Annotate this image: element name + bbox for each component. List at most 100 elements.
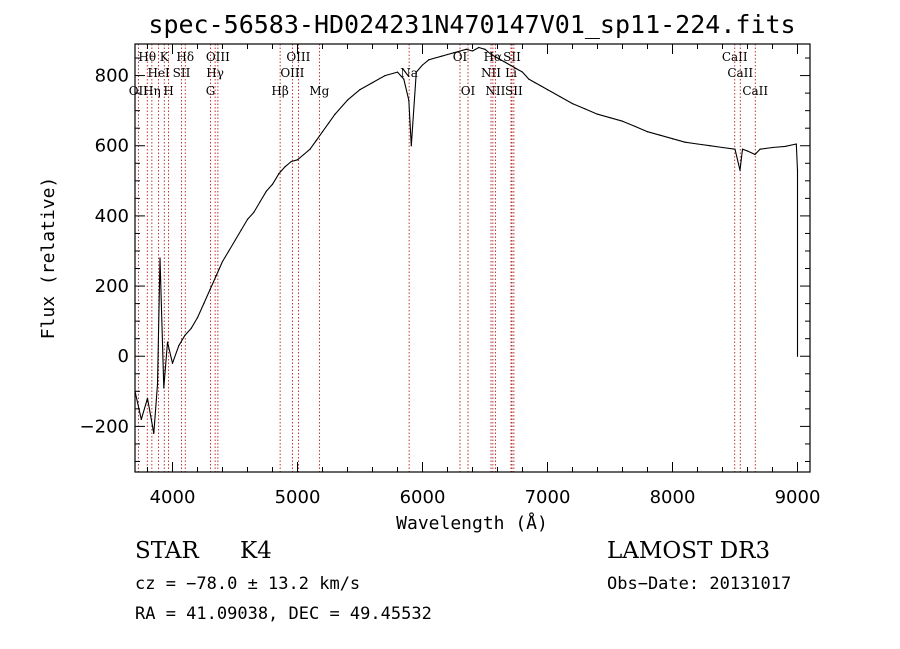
data-point — [759, 148, 761, 150]
line-label-5: H — [163, 84, 173, 98]
data-point — [584, 108, 586, 110]
data-point — [721, 146, 724, 149]
line-label-11: Hβ — [271, 84, 288, 98]
line-label-15: Na — [400, 66, 418, 80]
data-point — [696, 143, 699, 145]
y-tick-label: −200 — [80, 416, 129, 437]
data-point — [265, 190, 267, 192]
survey-name: LAMOST DR3 — [607, 538, 771, 564]
x-tick-label: 8000 — [650, 487, 696, 508]
line-label-6: Hδ — [176, 50, 194, 64]
coordinates-radec: RA = 41.09038, DEC = 49.45532 — [135, 604, 432, 624]
data-point — [410, 145, 412, 147]
line-label-20: NII — [485, 84, 505, 98]
line-label-0: Hθ — [138, 50, 156, 64]
y-axis: −200 0 200 400 600 800 — [80, 57, 810, 462]
line-label-19: Hα — [484, 50, 503, 64]
line-label-9: Hγ — [206, 66, 224, 80]
data-point — [278, 173, 280, 175]
data-point — [240, 229, 242, 231]
data-point — [490, 53, 492, 56]
line-label-16: OI — [453, 50, 468, 64]
data-point — [796, 355, 799, 357]
data-point — [253, 211, 255, 213]
x-tick-label: 9000 — [775, 487, 821, 508]
x-axis: 4000 5000 6000 7000 8000 9000 — [147, 44, 821, 508]
data-point — [521, 71, 524, 73]
line-label-25: CaII — [727, 66, 753, 80]
x-tick-label: 6000 — [400, 487, 446, 508]
data-point — [503, 60, 505, 63]
data-point — [596, 113, 599, 115]
x-axis-label: Wavelength (Å) — [396, 512, 548, 534]
data-point — [496, 57, 499, 59]
data-point — [234, 239, 236, 242]
y-tick-label: 600 — [95, 136, 129, 157]
data-point — [396, 71, 399, 73]
data-point — [709, 145, 711, 147]
data-point — [484, 48, 486, 50]
data-point — [309, 148, 311, 150]
data-point — [741, 148, 744, 150]
data-point — [471, 50, 474, 52]
data-point — [321, 131, 324, 133]
data-point — [646, 131, 649, 133]
data-point — [146, 397, 149, 399]
data-point — [184, 334, 186, 336]
data-point — [140, 418, 142, 420]
data-point — [215, 274, 217, 277]
data-point — [203, 303, 205, 305]
data-point — [571, 103, 574, 105]
x-tick-label: 4000 — [150, 487, 196, 508]
data-point — [303, 153, 305, 156]
data-point — [546, 89, 549, 91]
data-point — [334, 113, 336, 115]
line-label-14: Mg — [309, 84, 329, 98]
data-point — [178, 345, 180, 347]
data-point — [228, 250, 230, 252]
data-point — [440, 55, 442, 57]
data-point — [459, 50, 461, 52]
object-type: STAR — [135, 538, 199, 564]
data-point — [465, 48, 467, 50]
data-point — [259, 201, 261, 203]
data-point — [163, 387, 165, 389]
y-tick-label: 800 — [95, 66, 129, 87]
plot-frame — [134, 43, 811, 473]
data-point — [621, 120, 624, 122]
data-point — [346, 99, 349, 101]
line-label-8: OIII — [206, 50, 230, 64]
data-point — [509, 64, 511, 66]
data-point — [271, 183, 274, 185]
data-point — [190, 327, 192, 329]
data-point — [209, 288, 211, 291]
line-label-7: SII — [173, 66, 191, 80]
data-point — [421, 64, 424, 66]
spectral-subclass: K4 — [240, 538, 272, 564]
data-point — [478, 46, 480, 49]
y-tick-label: 0 — [118, 346, 129, 367]
line-label-10: G — [206, 84, 216, 98]
x-tick-label: 5000 — [275, 487, 321, 508]
line-label-12: OIII — [280, 66, 304, 80]
data-point — [296, 159, 299, 161]
line-label-1: OII — [129, 84, 149, 98]
data-point — [290, 160, 292, 163]
data-point — [153, 432, 155, 435]
line-label-2: HeI — [147, 66, 170, 80]
data-point — [784, 145, 786, 148]
data-point — [159, 257, 161, 259]
data-point — [359, 89, 361, 91]
data-point — [771, 146, 774, 149]
line-label-24: CaII — [722, 50, 748, 64]
data-point — [540, 85, 542, 87]
redshift-cz: cz = −78.0 ± 13.2 km/s — [135, 574, 361, 594]
line-label-26: CaII — [742, 84, 768, 98]
series-line-spectrum — [134, 46, 799, 434]
data-point — [246, 218, 249, 221]
data-point — [196, 317, 199, 319]
line-label-4: K — [160, 50, 170, 64]
data-point — [428, 59, 430, 61]
data-point — [221, 260, 224, 263]
data-point — [415, 71, 417, 73]
